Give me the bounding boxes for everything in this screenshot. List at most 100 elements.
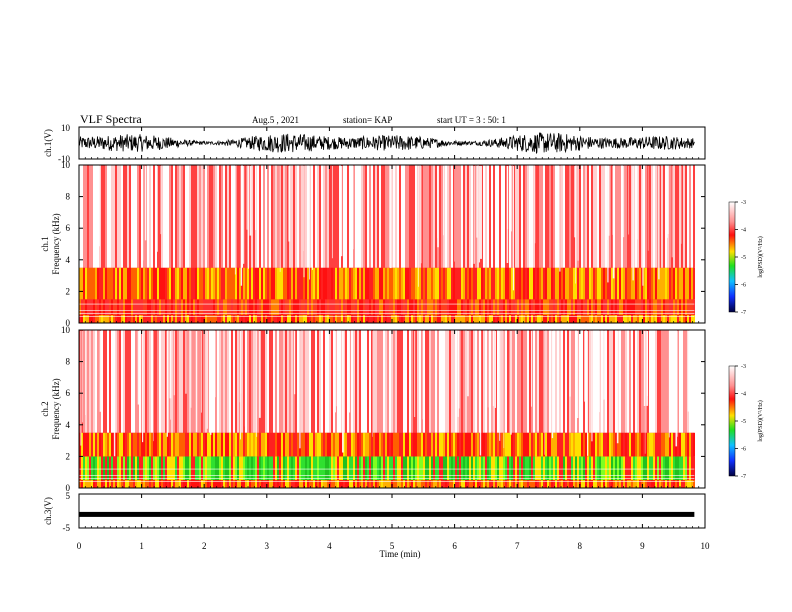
ch1-spectrogram-band-3-cell: [553, 165, 555, 268]
ch2-spectrogram-band-0-cell: [307, 480, 309, 488]
ch2-spectrogram-band-3-cell: [167, 330, 169, 433]
ch1-spectrogram-band-2-cell: [633, 267, 635, 300]
ch2-spectrogram-band-3-cell: [447, 330, 449, 433]
ch2-spectrogram-band-1-cell: [687, 456, 689, 481]
ch1-spectrogram-band-2-cell: [527, 267, 529, 300]
ch2-spectrogram-band-0-cell: [153, 480, 155, 488]
ch1-spectrogram-band-0-cell: [653, 315, 655, 323]
ch2-spectrogram-band-2-cell: [387, 432, 389, 457]
ch2-spectrogram-band-1-cell: [573, 456, 575, 481]
ch1-spectrogram-band-0-cell: [197, 315, 199, 323]
ch1-spectrogram-band-0-cell: [635, 315, 637, 323]
ch2-spectrogram-band-2-cell: [195, 432, 197, 457]
ch2-spectrogram-band-2-cell: [89, 432, 91, 457]
ch2-spectrogram-band-1-cell: [497, 456, 499, 481]
ch1-spectrogram-band-0-cell: [667, 315, 669, 323]
ch2-spectrogram-band-2-cell: [377, 432, 379, 457]
ch2-spectrogram-band-1-cell: [263, 456, 265, 481]
ch1-spectrogram-band-2-cell: [629, 267, 631, 300]
ch1-spectrogram-band-1-cell: [265, 299, 267, 316]
ch2-spectrogram-band-2-cell: [489, 432, 491, 457]
ch2-spectrogram-band-1-cell: [625, 456, 627, 481]
ch2-spectrogram-band-2-cell: [623, 432, 625, 457]
ch2-spectrogram-band-0-cell: [393, 480, 395, 488]
ch2-spectrogram-band-1-cell: [353, 456, 355, 481]
time-axis-label: Time (min): [380, 549, 421, 559]
ch1-spectrogram-band-1-cell: [247, 299, 249, 316]
ch1-spectrogram-band-0-cell: [123, 315, 125, 323]
ch1-spectrogram-band-2-cell: [431, 267, 433, 300]
ch1-spectrogram-band-0-cell: [491, 315, 493, 323]
ch1-spectrogram-band-1-cell: [431, 299, 433, 316]
ch2-spectrogram-band-0-cell: [255, 480, 257, 488]
ch2-spectrogram-band-0-cell: [311, 480, 313, 488]
ch2-spectrogram-band-0-cell: [227, 480, 229, 488]
ch1-spectrogram-band-2-cell: [193, 267, 195, 300]
ch2-spectrogram-band-2-cell: [669, 432, 671, 457]
ch2-spectrogram-band-0-cell: [467, 480, 469, 488]
ch2-spectrogram-band-2-cell: [463, 432, 465, 457]
ch2-spectrogram-band-0-cell: [503, 480, 505, 488]
ch2-spectrogram-band-1-cell: [537, 456, 539, 481]
ch1-spectrogram-band-3-cell: [397, 165, 399, 268]
ch2-spectrogram-band-1-cell: [567, 456, 569, 481]
ch2-spectrogram-band-0-cell: [293, 480, 295, 488]
ch1-spectrogram-band-2-cell: [533, 267, 535, 300]
time-tick-label: 1: [139, 541, 144, 551]
ch1-spectrogram-band-0-cell: [481, 315, 483, 323]
ch1-spectrogram-band-2-cell: [661, 267, 663, 300]
ch1-spectrogram-band-0-cell: [321, 315, 323, 323]
ch1-spectrogram-band-0-cell: [227, 315, 229, 323]
ch1-spectrogram-band-3-cell: [269, 165, 271, 268]
ch3-ytick-top: 5: [66, 491, 71, 501]
ch2-spectrogram-band-0-cell: [581, 480, 583, 488]
ch1-spectrogram-band-0-cell: [217, 315, 219, 323]
ch1-spectrogram-band-2-cell: [599, 267, 601, 300]
ch1-spectrogram-band-3-cell: [161, 165, 163, 268]
ch1-spectrogram-band-0-cell: [97, 315, 99, 323]
ch2-spectrogram-band-0-cell: [221, 480, 223, 488]
ch1-spectrogram-band-2-cell: [157, 267, 159, 300]
ch2-spectrogram-band-3-cell: [133, 330, 135, 433]
ch2-spectrogram-band-1-cell: [183, 456, 185, 481]
ch1-spectrogram-band-0-cell: [521, 315, 523, 323]
ch1-spectrogram-band-2-cell: [687, 267, 689, 300]
ch1-spectrogram-band-1-cell: [227, 299, 229, 316]
ch1-spectrogram-band-1-cell: [615, 299, 617, 316]
ch1-spectrogram-band-1-cell: [673, 299, 675, 316]
ch1-spectrogram-band-1-cell: [283, 299, 285, 316]
ch2-spectrogram-band-2-cell: [141, 432, 143, 457]
ch2-spectrogram-band-0-cell: [617, 480, 619, 488]
ch1-spectrogram-band-2-cell: [111, 267, 113, 300]
ch1-spectrogram-band-0-cell: [649, 315, 651, 323]
ch2-spectrogram-band-1-cell: [679, 456, 681, 481]
ch2-spectrogram-band-2-cell: [165, 432, 167, 457]
ch2-spectrogram-band-2-cell: [289, 432, 291, 457]
ch2-spectrogram-band-0-cell: [197, 480, 199, 488]
ch2-spectrogram-band-2-cell: [529, 432, 531, 457]
ch2-spectrogram-band-0-cell: [625, 480, 627, 488]
ch2-spectrogram-band-3-cell: [651, 330, 653, 433]
ch2-spectrogram-band-2-cell: [285, 432, 287, 457]
ch1-spectrogram-band-2-cell: [389, 267, 391, 300]
ch1-spectrogram-band-2-cell: [347, 267, 349, 300]
ch2-spectrogram-band-2-cell: [205, 432, 207, 457]
ch1-spectrogram-band-3-cell: [131, 165, 133, 268]
ch2-spectrogram-band-0-cell: [345, 480, 347, 488]
ch1-spectrogram-band-1-cell: [201, 299, 203, 316]
ch2-spectrogram-band-2-cell: [461, 432, 463, 457]
ch2-spectrogram-band-0-cell: [245, 480, 247, 488]
ch1-spectrogram-band-0-cell: [283, 315, 285, 323]
ch1-spectrogram-band-1-cell: [117, 299, 119, 316]
ch2-spectrogram-band-0-cell: [351, 480, 353, 488]
ch2-spectrogram-band-0-cell: [379, 480, 381, 488]
ch2-spectrogram-band-0-cell: [403, 480, 405, 488]
ch2-spectrogram-band-3-cell: [377, 330, 379, 433]
ch2-spectrogram-band-2-cell: [301, 432, 303, 457]
ch1-ytick-top: 10: [61, 123, 71, 133]
ch2-spectrogram-band-1-cell: [597, 456, 599, 481]
ch2-spectrogram-band-0-cell: [639, 480, 641, 488]
ch1-spectrogram-band-1-cell: [657, 299, 659, 316]
ch2-spectrogram-band-0-cell: [281, 480, 283, 488]
ch2-spectrogram-band-0-cell: [263, 480, 265, 488]
